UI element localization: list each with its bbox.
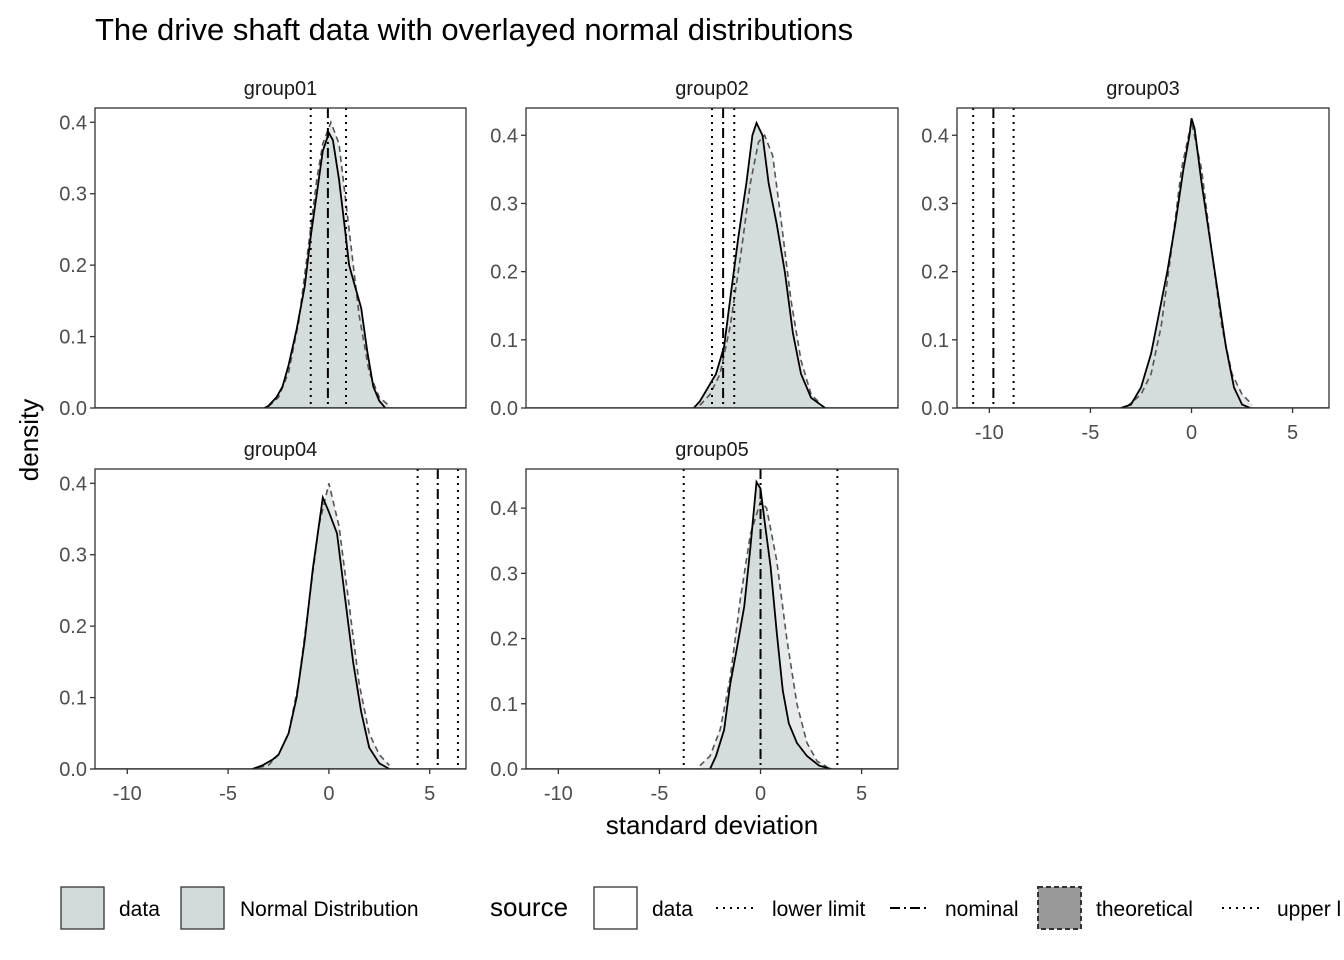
y-tick-label: 0.2: [59, 255, 87, 277]
x-tick-label: 5: [1287, 422, 1298, 444]
theoretical-line: [699, 133, 822, 406]
panel-plot-area: [526, 469, 898, 769]
data-line: [693, 120, 826, 408]
legend-label-nominal: nominal: [945, 898, 1019, 921]
panel-plot-area: [526, 108, 898, 408]
panel-border: [94, 107, 467, 409]
panel-group03: group03 0.0 0.1 0.2 0.3 0.4 -10 -5 0 5: [921, 78, 1330, 444]
y-tick-label: 0.2: [490, 629, 518, 651]
y-tick-label: 0.2: [490, 262, 518, 284]
y-tick-label: 0.3: [490, 193, 518, 215]
legend-label-fill-data: data: [119, 898, 160, 921]
y-tick-label: 0.4: [59, 112, 87, 134]
y-tick-label: 0.3: [921, 193, 949, 215]
x-tick-label: 0: [1186, 422, 1197, 444]
legend: data Normal Distribution source data lower l…: [60, 886, 1341, 930]
panel-border: [525, 468, 899, 770]
chart-title: The drive shaft data with overlayed norm…: [95, 12, 853, 47]
panels: group01 0.0 0.1 0.2 0.3 0.4 group02 0.0 0.1 0.2 0.…: [59, 78, 1330, 805]
panel-title: group05: [675, 439, 748, 461]
x-tick-label: 0: [323, 783, 334, 805]
theoretical-line: [258, 483, 390, 769]
x-tick-label: -10: [544, 783, 573, 805]
panel-title: group01: [244, 78, 317, 100]
panel-border: [525, 107, 899, 409]
y-tick-label: 0.0: [921, 398, 949, 420]
y-tick-label: 0.0: [490, 759, 518, 781]
panel-border: [94, 468, 467, 770]
data-line: [1120, 117, 1251, 408]
x-tick-label: -5: [651, 783, 669, 805]
panel-title: group02: [675, 78, 748, 100]
panel-group04: group04 0.0 0.1 0.2 0.3 0.4 -10 -5 0 5: [59, 439, 467, 805]
y-tick-label: 0.2: [921, 262, 949, 284]
y-tick-label: 0.3: [59, 184, 87, 206]
data-area: [1120, 118, 1251, 408]
y-tick-label: 0.3: [59, 545, 87, 567]
data-line: [251, 494, 390, 769]
panel-plot-area: [95, 108, 466, 408]
legend-key-data: [593, 886, 638, 930]
data-area: [264, 133, 386, 408]
y-tick-label: 0.1: [59, 688, 87, 710]
legend-label-upper-l: upper l: [1277, 898, 1341, 921]
panel-plot-area: [95, 469, 466, 769]
y-tick-label: 0.1: [921, 330, 949, 352]
y-tick-label: 0.0: [490, 398, 518, 420]
theoretical-line: [699, 500, 828, 768]
legend-key-fill-normal: [180, 886, 225, 930]
y-tick-label: 0.2: [59, 616, 87, 638]
y-tick-label: 0.4: [490, 498, 518, 520]
y-axis-label: density: [14, 399, 44, 481]
x-axis-label: standard deviation: [606, 810, 818, 840]
legend-label-data: data: [652, 898, 693, 921]
data-line: [709, 479, 832, 769]
y-tick-label: 0.1: [490, 330, 518, 352]
x-tick-label: -10: [975, 422, 1004, 444]
y-tick-label: 0.3: [490, 563, 518, 585]
legend-title-source: source: [490, 892, 568, 922]
panel-title: group03: [1106, 78, 1179, 100]
legend-label-fill-normal: Normal Distribution: [240, 898, 419, 921]
y-tick-label: 0.4: [921, 125, 949, 147]
y-tick-label: 0.0: [59, 759, 87, 781]
x-tick-label: 5: [424, 783, 435, 805]
legend-key-fill-data: [60, 886, 105, 930]
panel-group05: group05 0.0 0.1 0.2 0.3 0.4 -10 -5 0 5: [490, 439, 899, 805]
x-tick-label: 5: [856, 783, 867, 805]
panel-border: [956, 107, 1330, 409]
x-tick-label: -5: [1082, 422, 1100, 444]
panel-title: group04: [244, 439, 317, 461]
data-area: [252, 497, 390, 769]
x-tick-label: -10: [113, 783, 142, 805]
x-tick-label: 0: [755, 783, 766, 805]
x-tick-label: -5: [219, 783, 237, 805]
legend-key-theoretical: [1037, 886, 1082, 930]
data-area: [710, 482, 832, 769]
theoretical-line: [267, 120, 390, 408]
legend-label-lower-limit: lower limit: [772, 898, 866, 921]
y-tick-label: 0.0: [59, 398, 87, 420]
data-line: [263, 130, 386, 408]
legend-label-theoretical: theoretical: [1096, 898, 1193, 921]
y-tick-label: 0.4: [59, 473, 87, 495]
data-area: [693, 123, 826, 408]
y-tick-label: 0.1: [490, 694, 518, 716]
panel-group01: group01 0.0 0.1 0.2 0.3 0.4: [59, 78, 467, 420]
y-tick-label: 0.4: [490, 125, 518, 147]
panel-plot-area: [957, 108, 1329, 408]
panel-group02: group02 0.0 0.1 0.2 0.3 0.4: [490, 78, 899, 420]
y-tick-label: 0.1: [59, 327, 87, 349]
